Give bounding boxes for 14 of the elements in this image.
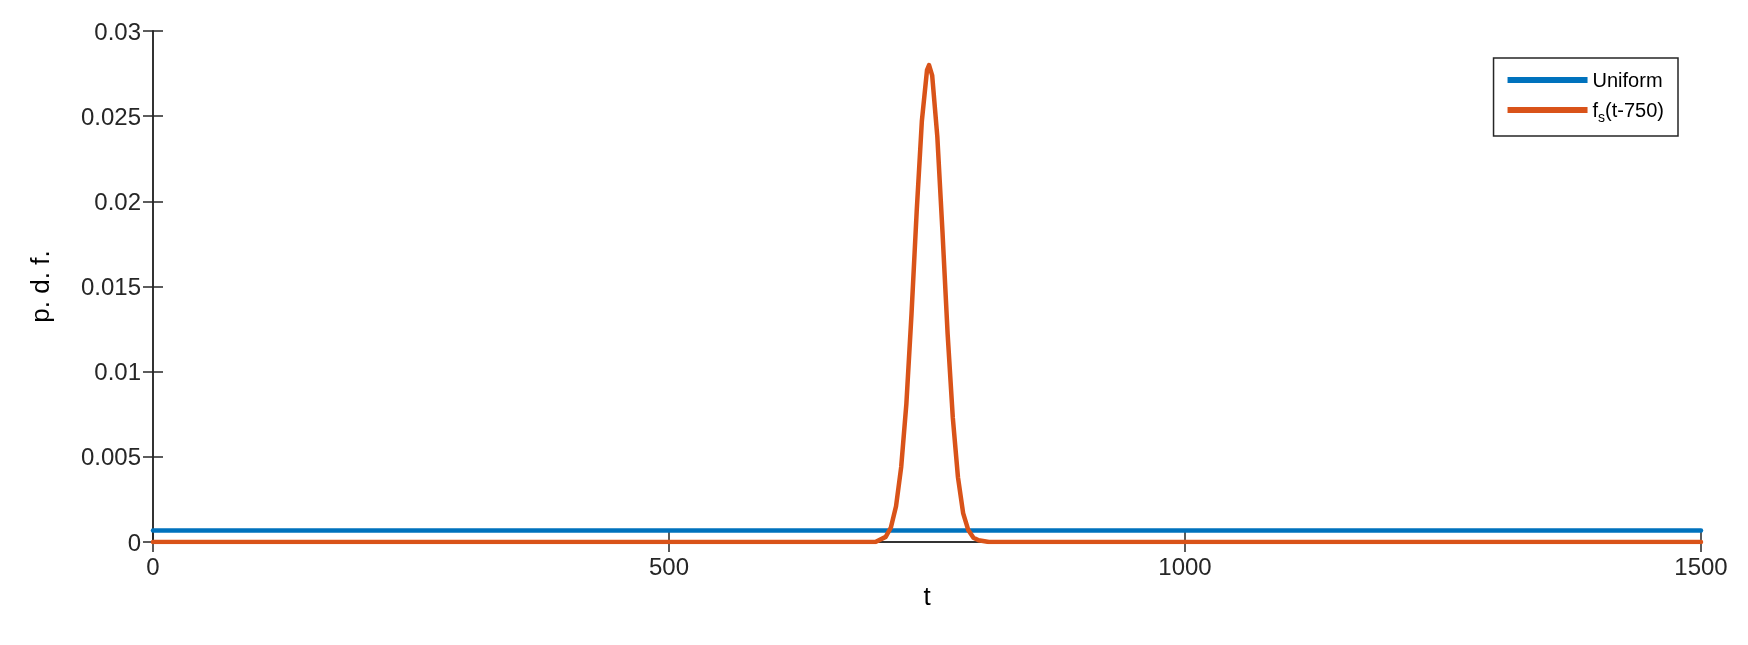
y-tick-label: 0.03 (94, 17, 141, 45)
y-tick-label: 0.015 (80, 273, 141, 300)
x-tick-label: 0 (146, 552, 160, 580)
y-tick-label: 0.025 (80, 102, 141, 130)
y-tick-label: 0.01 (94, 358, 141, 386)
x-tick-label: 1000 (1158, 552, 1212, 580)
legend-label: Uniform (1592, 69, 1663, 91)
y-axis-title: p. d. f. (25, 250, 55, 323)
x-tick-label: 1500 (1674, 552, 1728, 580)
y-tick-label: 0.005 (80, 443, 141, 471)
x-tick-label: 500 (648, 552, 690, 580)
x-axis-title: t (923, 580, 932, 611)
y-tick-label: 0 (127, 528, 141, 556)
y-tick-label: 0.02 (94, 187, 141, 215)
